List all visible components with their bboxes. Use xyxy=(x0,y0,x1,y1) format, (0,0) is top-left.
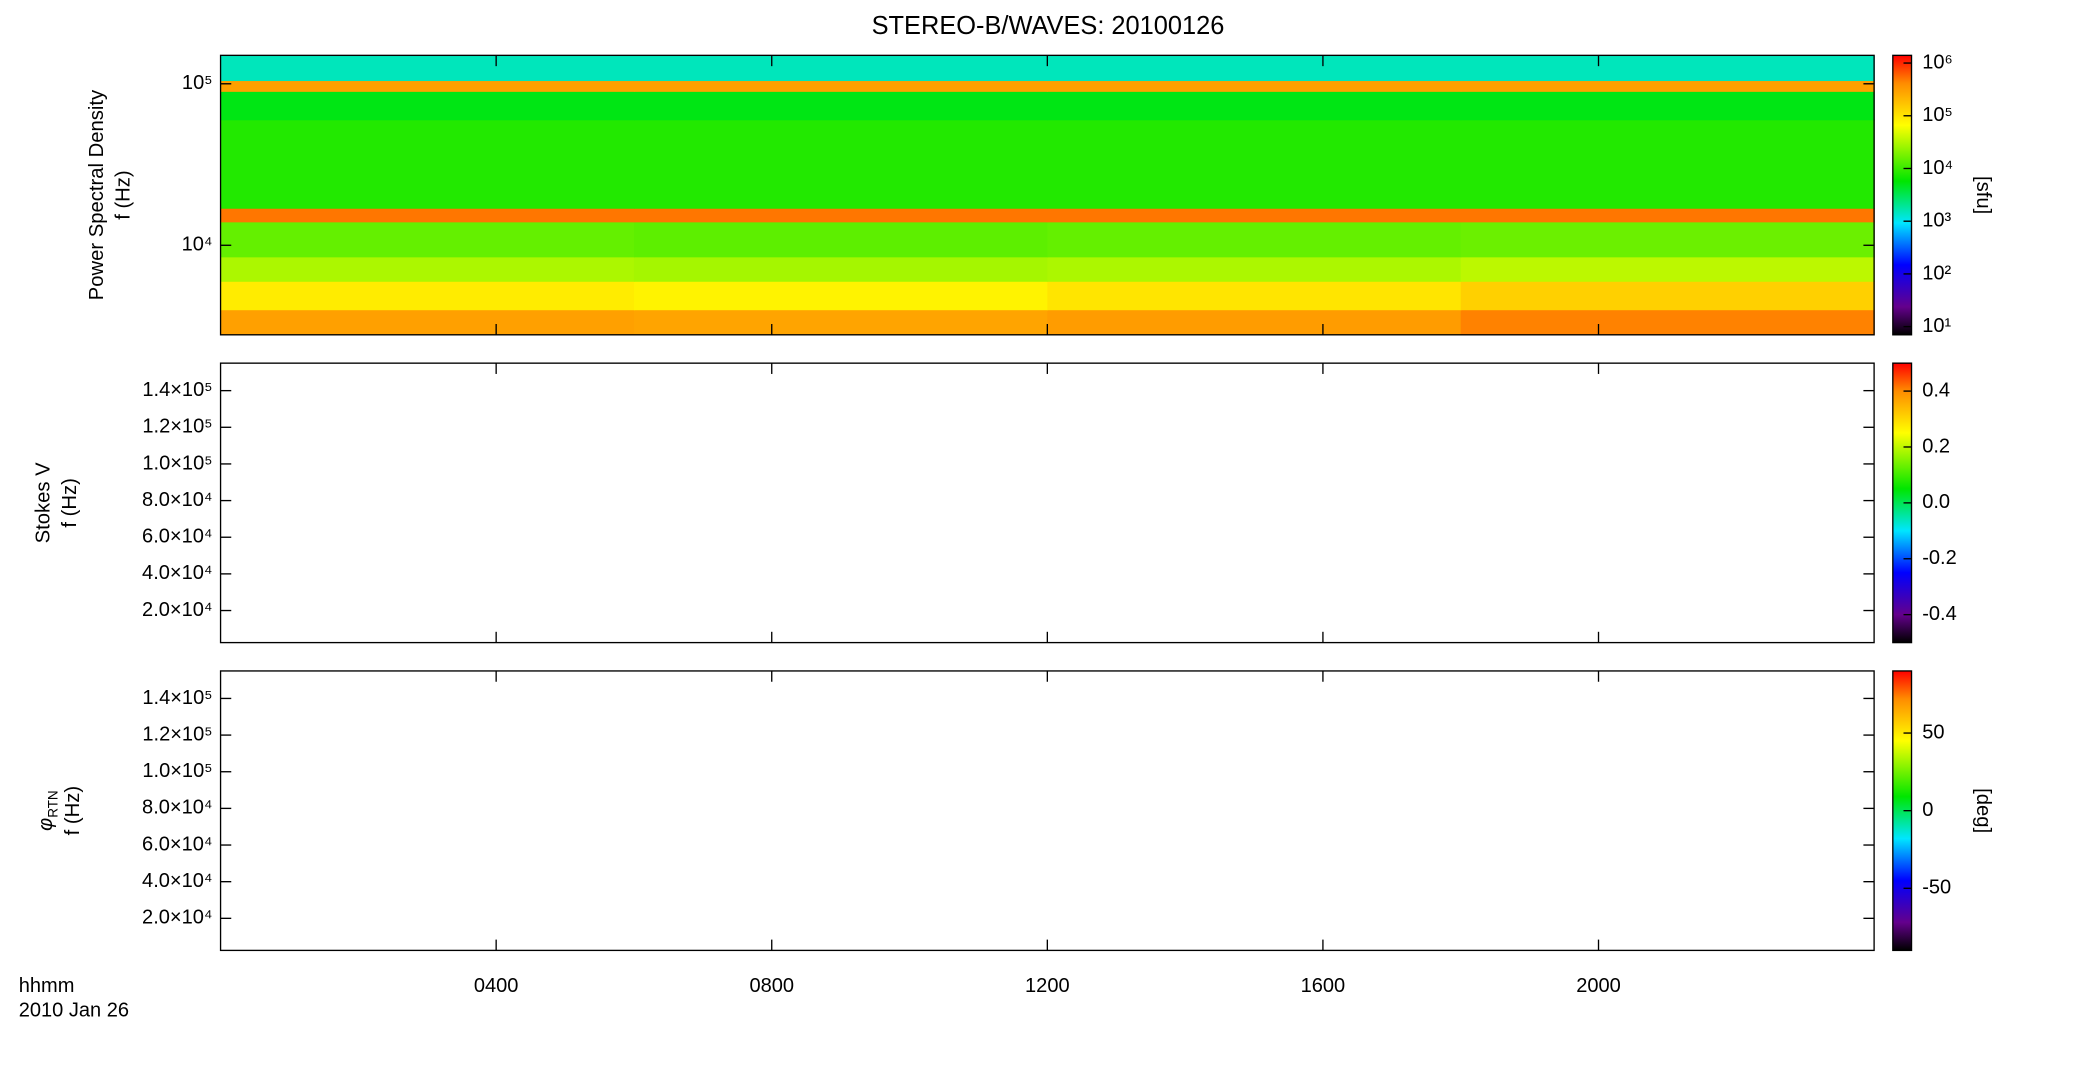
colorbar-tick-label: 0 xyxy=(1922,799,1933,821)
colorbar-tick-label: 10⁵ xyxy=(1922,104,1953,126)
y-axis-label: Power Spectral Density xyxy=(86,89,108,300)
y-tick-label: 2.0×10⁴ xyxy=(142,907,212,929)
heatmap-cell xyxy=(220,221,635,258)
heatmap-cell xyxy=(633,221,1048,258)
heatmap-cell xyxy=(1460,281,1875,311)
heatmap-cell xyxy=(633,119,1048,209)
heatmap-cell xyxy=(1460,119,1875,209)
heatmap-cell xyxy=(1047,256,1462,282)
y-axis-label-subscript: RTN xyxy=(45,790,60,817)
y-tick-label: 1.0×10⁵ xyxy=(142,452,212,474)
colorbar-tick-label: 0.0 xyxy=(1922,491,1950,513)
heatmap-cell xyxy=(1047,221,1462,258)
y-tick-label: 10⁵ xyxy=(182,72,213,94)
y-axis-label: Stokes V xyxy=(32,462,54,544)
x-axis-label: 2010 Jan 26 xyxy=(19,999,129,1021)
plot-frame xyxy=(219,670,1875,952)
heatmap-cell xyxy=(1460,80,1875,92)
x-tick-label: 1600 xyxy=(1301,975,1346,997)
x-tick-label: 0400 xyxy=(474,975,519,997)
y-tick-label: 1.0×10⁵ xyxy=(142,760,212,782)
chart-title: STEREO-B/WAVES: 20100126 xyxy=(872,12,1225,40)
heatmap-cell xyxy=(1460,55,1875,82)
y-tick-label: 8.0×10⁴ xyxy=(142,797,212,819)
heatmap-cell xyxy=(1047,309,1462,336)
colorbar-tick-label: 0.2 xyxy=(1922,435,1950,457)
colorbar-tick-label: 10³ xyxy=(1922,209,1951,231)
heatmap-cell xyxy=(633,91,1048,121)
colorbar xyxy=(1892,670,1912,951)
heatmap-cell xyxy=(220,80,635,92)
y-axis-label-symbol: φ xyxy=(35,818,57,831)
heatmap-cell xyxy=(1460,208,1875,223)
heatmap-cell xyxy=(633,80,1048,92)
colorbar-tick-label: 10⁴ xyxy=(1922,157,1953,179)
y-axis-label: f (Hz) xyxy=(59,478,81,527)
heatmap-cell xyxy=(633,281,1048,311)
y-axis-label: f (Hz) xyxy=(113,170,135,219)
y-tick-label: 8.0×10⁴ xyxy=(142,489,212,511)
heatmap-cell xyxy=(1047,119,1462,209)
heatmap-cell xyxy=(1047,80,1462,92)
heatmap-cell xyxy=(1460,221,1875,258)
y-tick-label: 6.0×10⁴ xyxy=(142,833,212,855)
colorbar-tick-label: 10⁶ xyxy=(1922,51,1953,73)
y-tick-label: 1.2×10⁵ xyxy=(142,723,212,745)
colorbar-label: [deg] xyxy=(1972,788,1994,833)
heatmap-cell xyxy=(1047,281,1462,311)
heatmap-cell xyxy=(220,55,635,82)
heatmap-cell xyxy=(220,119,635,209)
heatmap-cell xyxy=(633,256,1048,282)
heatmap-cell xyxy=(633,208,1048,223)
heatmap-cell xyxy=(220,281,635,311)
colorbar-tick-label: 10¹ xyxy=(1922,315,1951,337)
x-tick-label: 2000 xyxy=(1576,975,1621,997)
heatmap-cell xyxy=(1047,55,1462,82)
y-tick-label: 1.4×10⁵ xyxy=(142,379,212,401)
y-tick-label: 1.4×10⁵ xyxy=(142,687,212,709)
x-axis-label: hhmm xyxy=(19,975,75,997)
x-tick-label: 0800 xyxy=(749,975,794,997)
colorbar-tick-label: -50 xyxy=(1922,877,1951,899)
colorbar-tick-label: 0.4 xyxy=(1922,379,1950,401)
heatmap-cell xyxy=(220,91,635,121)
y-tick-label: 4.0×10⁴ xyxy=(142,562,212,584)
x-tick-label: 1200 xyxy=(1025,975,1070,997)
colorbar-label: [sfu] xyxy=(1972,176,1994,214)
colorbar-frame xyxy=(1892,54,1913,336)
y-axis-label: φRTN xyxy=(35,790,60,831)
colorbar xyxy=(1892,363,1912,643)
heatmap-cell xyxy=(220,208,635,223)
colorbar xyxy=(1892,55,1912,335)
heatmap-cell xyxy=(220,256,635,282)
y-tick-label: 10⁴ xyxy=(182,234,213,256)
colorbar-tick-label: 50 xyxy=(1922,721,1944,743)
heatmap-cell xyxy=(1047,91,1462,121)
heatmap-cell xyxy=(220,309,635,336)
colorbar-tick-label: -0.2 xyxy=(1922,547,1957,569)
heatmap-cell xyxy=(1460,309,1875,336)
y-tick-label: 4.0×10⁴ xyxy=(142,870,212,892)
heatmap-cell xyxy=(1047,208,1462,223)
colorbar-tick-label: -0.4 xyxy=(1922,603,1957,625)
heatmap-cell xyxy=(1460,256,1875,282)
y-tick-label: 1.2×10⁵ xyxy=(142,416,212,438)
heatmap-cell xyxy=(633,55,1048,82)
y-axis-label: f (Hz) xyxy=(62,786,84,835)
y-tick-label: 2.0×10⁴ xyxy=(142,599,212,621)
colorbar-tick-label: 10² xyxy=(1922,262,1951,284)
heatmap-cell xyxy=(633,309,1048,336)
plot-frame xyxy=(219,362,1875,644)
y-tick-label: 6.0×10⁴ xyxy=(142,526,212,548)
heatmap-cell xyxy=(1460,91,1875,121)
